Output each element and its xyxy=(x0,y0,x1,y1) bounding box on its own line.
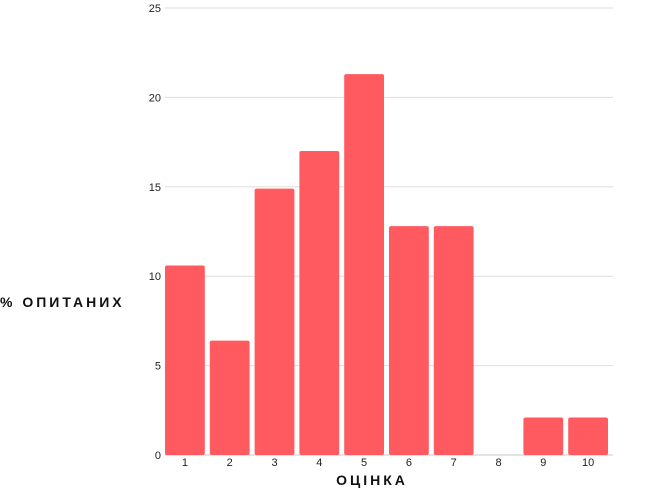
y-tick-labels: 0 5 10 15 20 25 xyxy=(149,3,161,462)
y-axis-title: % ОПИТАНИХ xyxy=(0,294,125,310)
x-tick-label: 5 xyxy=(361,457,367,469)
y-tick-label: 15 xyxy=(149,182,161,194)
x-tick-label: 4 xyxy=(316,457,322,469)
y-tick-label: 0 xyxy=(155,450,161,462)
bar-5 xyxy=(344,74,384,455)
x-tick-label: 9 xyxy=(540,457,546,469)
bar-6 xyxy=(389,226,429,455)
y-tick-label: 25 xyxy=(149,3,161,15)
x-tick-label: 2 xyxy=(227,457,233,469)
x-tick-label: 8 xyxy=(495,457,501,469)
bar-7 xyxy=(433,226,474,455)
bar-4 xyxy=(299,151,340,456)
bar-10 xyxy=(568,417,608,455)
x-tick-label: 3 xyxy=(271,457,277,469)
bar-1 xyxy=(165,265,205,455)
bar-3 xyxy=(254,188,295,455)
bars xyxy=(165,74,608,456)
bar-2 xyxy=(209,340,250,455)
y-tick-label: 20 xyxy=(149,92,161,104)
x-tick-label: 1 xyxy=(182,457,188,469)
bar-9 xyxy=(523,417,564,455)
x-tick-label: 6 xyxy=(406,457,412,469)
y-tick-label: 5 xyxy=(155,361,161,373)
x-tick-labels: 1 2 3 4 5 6 7 8 9 10 xyxy=(182,457,594,469)
x-axis-title: ОЦІНКА xyxy=(336,472,408,488)
x-tick-label: 7 xyxy=(451,457,457,469)
y-tick-label: 10 xyxy=(149,271,161,283)
x-tick-label: 10 xyxy=(582,457,594,469)
